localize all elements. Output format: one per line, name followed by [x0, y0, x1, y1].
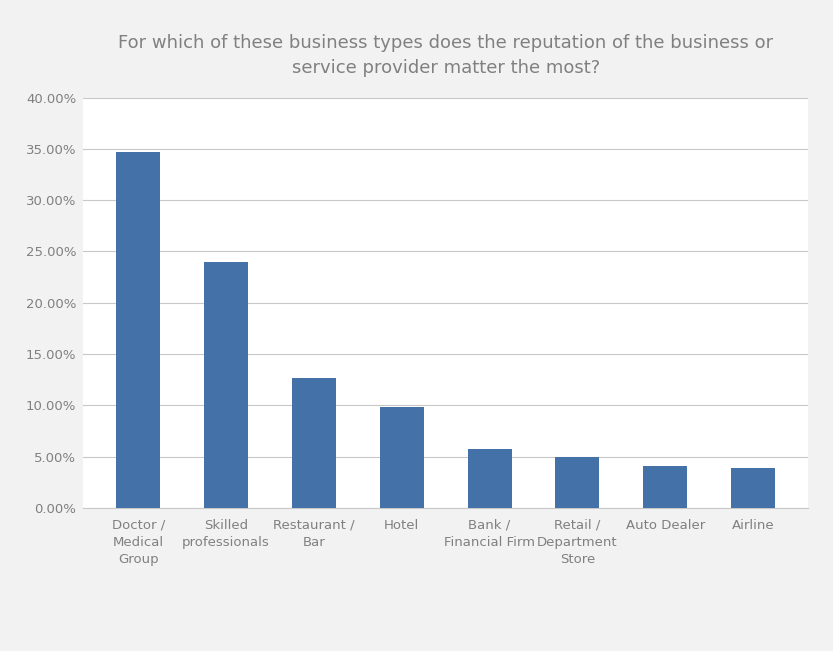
Bar: [556, 456, 600, 508]
Bar: [731, 468, 775, 508]
Bar: [292, 378, 336, 508]
Bar: [204, 262, 248, 508]
Bar: [380, 408, 424, 508]
Bar: [467, 449, 511, 508]
Bar: [643, 465, 687, 508]
Bar: [117, 152, 160, 508]
Title: For which of these business types does the reputation of the business or
service: For which of these business types does t…: [118, 34, 773, 77]
